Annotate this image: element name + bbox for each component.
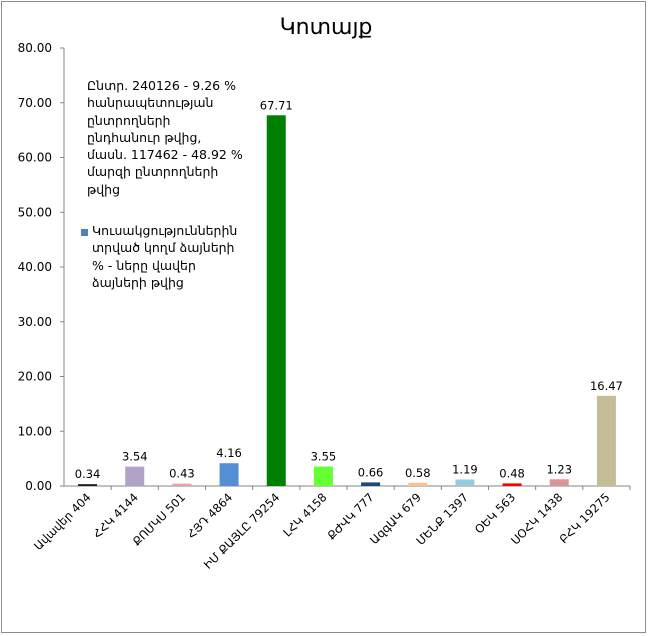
data-label: 1.23 <box>546 462 572 476</box>
data-label: 4.16 <box>216 446 242 460</box>
data-label: 16.47 <box>590 379 623 393</box>
chart-title: Կոտայք <box>280 15 373 40</box>
x-tick-label: ԲՀԿ 19275 <box>556 490 612 546</box>
bar <box>125 466 145 486</box>
legend-swatch <box>81 229 88 236</box>
bar <box>549 479 569 486</box>
y-tick-label: 40.00 <box>18 260 52 274</box>
data-label: 0.34 <box>75 467 101 481</box>
data-label: 3.55 <box>311 450 337 464</box>
x-axis <box>64 485 631 490</box>
data-labels: 0.34 3.54 0.43 4.16 67.71 3.55 0.66 0.58 1.19 0.4… <box>75 98 623 481</box>
data-label: 0.66 <box>358 465 384 479</box>
legend-entry-label: Կուսակցություններին տրված կողմ ձայների %… <box>92 223 238 290</box>
data-label: 67.71 <box>260 98 293 112</box>
bar <box>266 115 286 486</box>
y-tick-label: 50.00 <box>18 205 52 219</box>
data-label: 0.43 <box>169 467 195 481</box>
x-tick-label: Ավավեր 404 <box>31 490 94 553</box>
bar <box>219 463 239 486</box>
bar <box>502 483 522 486</box>
x-tick-label: ԼՀԿ 4158 <box>280 490 329 539</box>
data-label: 0.48 <box>499 466 525 480</box>
x-tick-label: ՕԵԿ 563 <box>472 490 518 536</box>
bar <box>361 482 381 486</box>
y-tick-label: 20.00 <box>18 370 52 384</box>
data-label: 3.54 <box>122 450 148 464</box>
x-tick-label: ՀՅԴ 4864 <box>184 490 235 541</box>
bar <box>313 466 333 486</box>
bar <box>172 483 192 486</box>
data-label: 0.58 <box>405 466 431 480</box>
y-tick-label: 70.00 <box>18 96 52 110</box>
y-tick-label: 80.00 <box>18 41 52 55</box>
x-tick-label: ՀՀԿ 4144 <box>90 490 141 541</box>
y-axis: 0.00 10.00 20.00 30.00 40.00 50.00 60.00 70.00 8… <box>18 41 65 493</box>
bar <box>78 484 98 486</box>
y-tick-label: 60.00 <box>18 151 52 165</box>
data-label: 1.19 <box>452 462 478 476</box>
y-tick-label: 10.00 <box>18 424 52 438</box>
bar <box>596 395 616 486</box>
y-tick-label: 0.00 <box>25 479 52 493</box>
bar <box>408 482 428 486</box>
bars <box>78 115 616 486</box>
legend-note: Ընտր. 240126 - 9.26 % հանրապետության ընտ… <box>87 78 243 197</box>
y-tick-label: 30.00 <box>18 315 52 329</box>
bar <box>455 479 475 486</box>
